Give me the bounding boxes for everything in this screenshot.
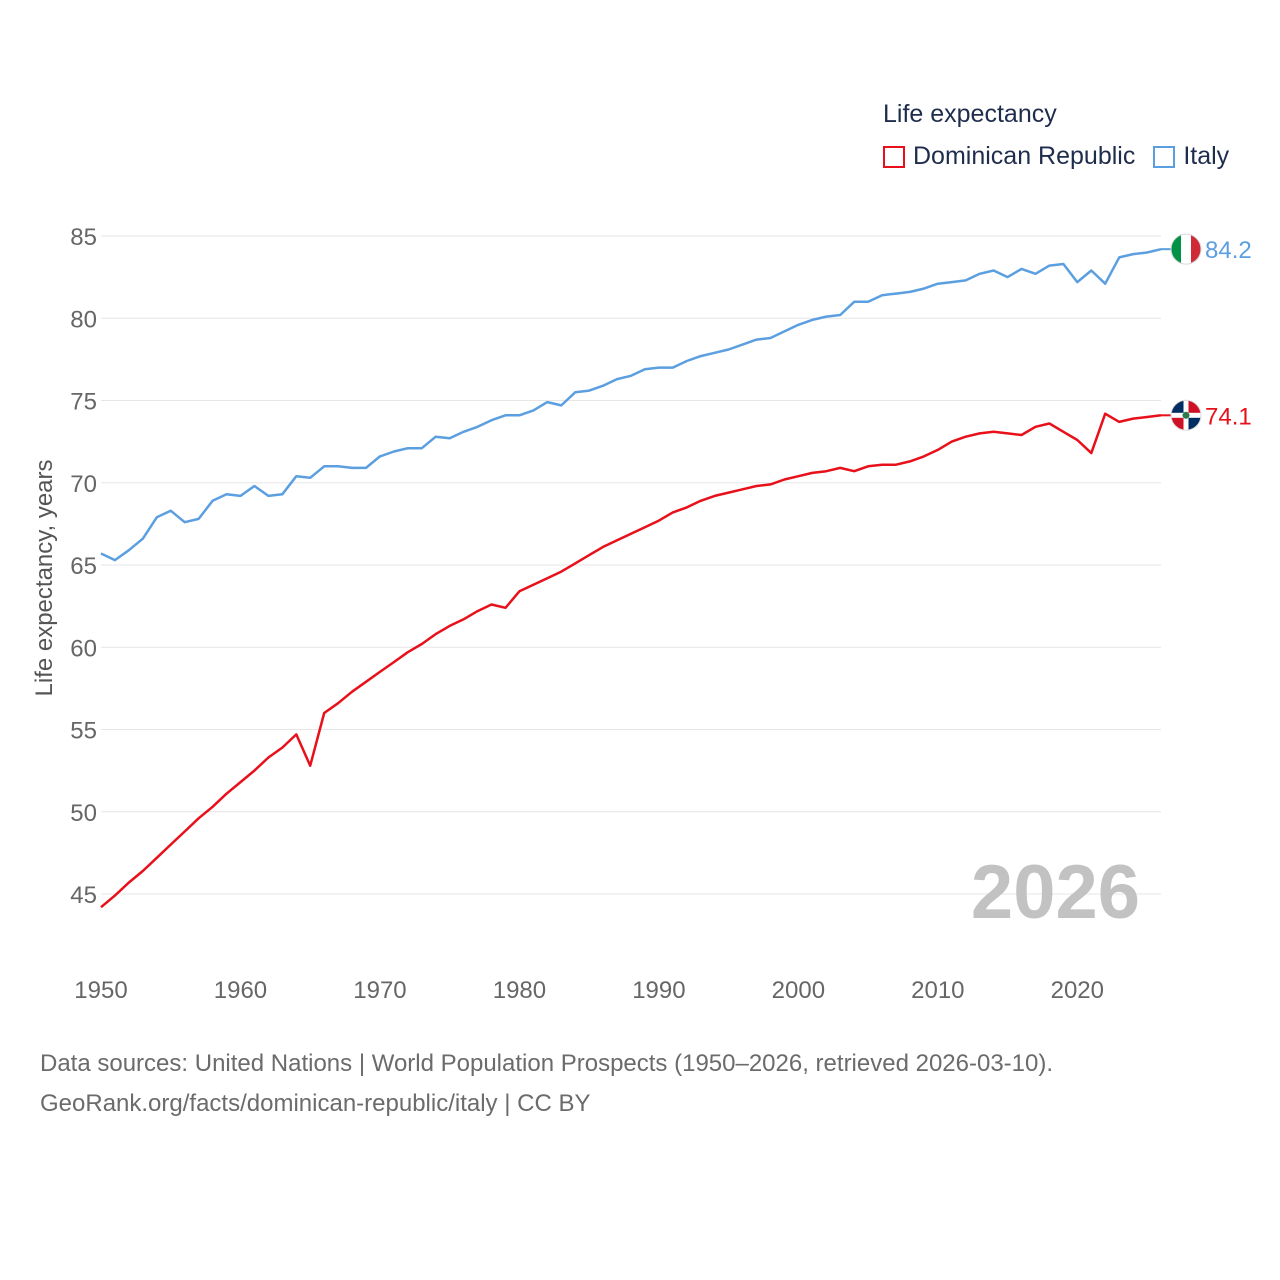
y-tick-label: 70 xyxy=(70,471,97,498)
watermark-year: 2026 xyxy=(971,850,1140,935)
y-tick-label: 45 xyxy=(70,882,97,909)
x-tick-label: 1980 xyxy=(493,977,546,1004)
y-tick-label: 85 xyxy=(70,224,97,251)
legend-swatch-dominican-republic xyxy=(883,145,905,168)
series-line-italy xyxy=(100,247,1162,562)
gridlines xyxy=(101,235,1161,895)
legend: Dominican Republic Italy xyxy=(883,142,1247,171)
legend-label-dominican-republic: Dominican Republic xyxy=(913,142,1136,170)
series-line-dominican-republic xyxy=(100,412,1162,909)
y-tick-label: 60 xyxy=(70,635,97,662)
series xyxy=(100,247,1162,909)
legend-item-italy[interactable]: Italy xyxy=(1153,142,1229,171)
flag-icon-dominican-republic xyxy=(1170,399,1202,431)
y-tick-label: 65 xyxy=(70,553,97,580)
legend-label-italy: Italy xyxy=(1183,142,1230,170)
x-tick-label: 1990 xyxy=(632,977,685,1004)
y-axis-ticks: 45 50 55 60 65 70 75 80 85 xyxy=(70,224,97,909)
footer: Data sources: United Nations | World Pop… xyxy=(40,1044,1053,1124)
x-tick-label: 1970 xyxy=(353,977,406,1004)
end-markers: 74.1 84.2 xyxy=(1161,233,1252,431)
flag-icon-italy xyxy=(1170,233,1202,265)
y-tick-label: 75 xyxy=(70,389,97,416)
y-tick-label: 50 xyxy=(70,800,97,827)
x-tick-label: 1960 xyxy=(214,977,267,1004)
y-tick-label: 80 xyxy=(70,306,97,333)
end-value-label-dominican-republic: 74.1 xyxy=(1205,403,1252,430)
legend-title: Life expectancy xyxy=(883,100,1057,128)
legend-item-dominican-republic[interactable]: Dominican Republic xyxy=(883,142,1135,171)
attribution-link[interactable]: GeoRank.org/facts/dominican-republic/ita… xyxy=(40,1090,591,1117)
y-axis-label: Life expectancy, years xyxy=(31,459,58,696)
y-tick-label: 55 xyxy=(70,718,97,745)
legend-swatch-italy xyxy=(1153,145,1176,168)
x-tick-label: 2020 xyxy=(1051,977,1104,1004)
x-tick-label: 1950 xyxy=(74,977,127,1004)
x-tick-label: 2000 xyxy=(772,977,825,1004)
end-value-label-italy: 84.2 xyxy=(1205,237,1252,264)
x-axis-ticks: 1950 1960 1970 1980 1990 2000 2010 2020 xyxy=(74,977,1104,1004)
x-tick-label: 2010 xyxy=(911,977,964,1004)
data-sources-text: Data sources: United Nations | World Pop… xyxy=(40,1050,1054,1077)
